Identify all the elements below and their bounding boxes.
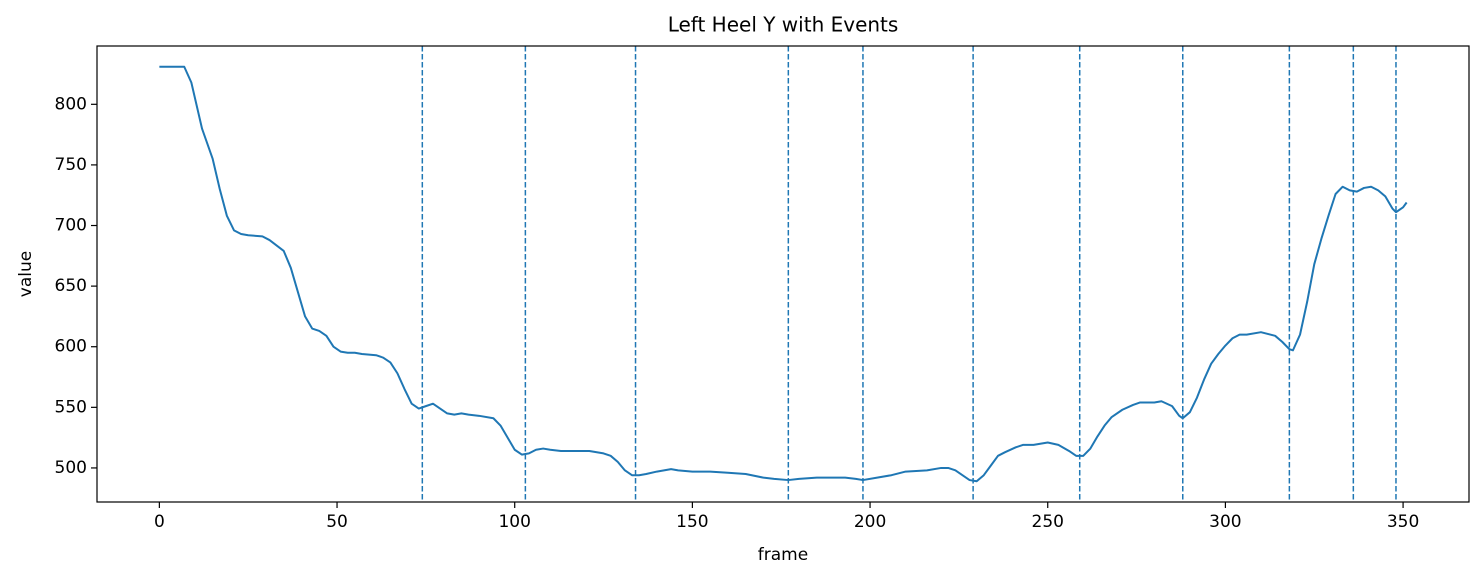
chart-title: Left Heel Y with Events: [668, 13, 899, 37]
x-tick-label: 150: [676, 512, 708, 532]
y-tick-label: 550: [55, 397, 87, 417]
x-tick-label: 350: [1387, 512, 1419, 532]
y-axis-label: value: [16, 251, 36, 297]
x-tick-label: 200: [854, 512, 886, 532]
x-tick-label: 100: [498, 512, 530, 532]
x-axis-label: frame: [758, 545, 808, 565]
x-tick-label: 250: [1032, 512, 1064, 532]
y-tick-label: 750: [55, 155, 87, 175]
plot-frame: [96, 45, 1470, 503]
y-tick-label: 800: [55, 94, 87, 114]
y-tick-label: 700: [55, 216, 87, 236]
x-tick-label: 0: [154, 512, 165, 532]
data-line: [159, 65, 1408, 483]
x-tick-label: 50: [326, 512, 348, 532]
x-tick-label: 300: [1209, 512, 1241, 532]
y-tick-label: 650: [55, 276, 87, 296]
y-tick-label: 500: [55, 458, 87, 478]
y-tick-label: 600: [55, 337, 87, 357]
